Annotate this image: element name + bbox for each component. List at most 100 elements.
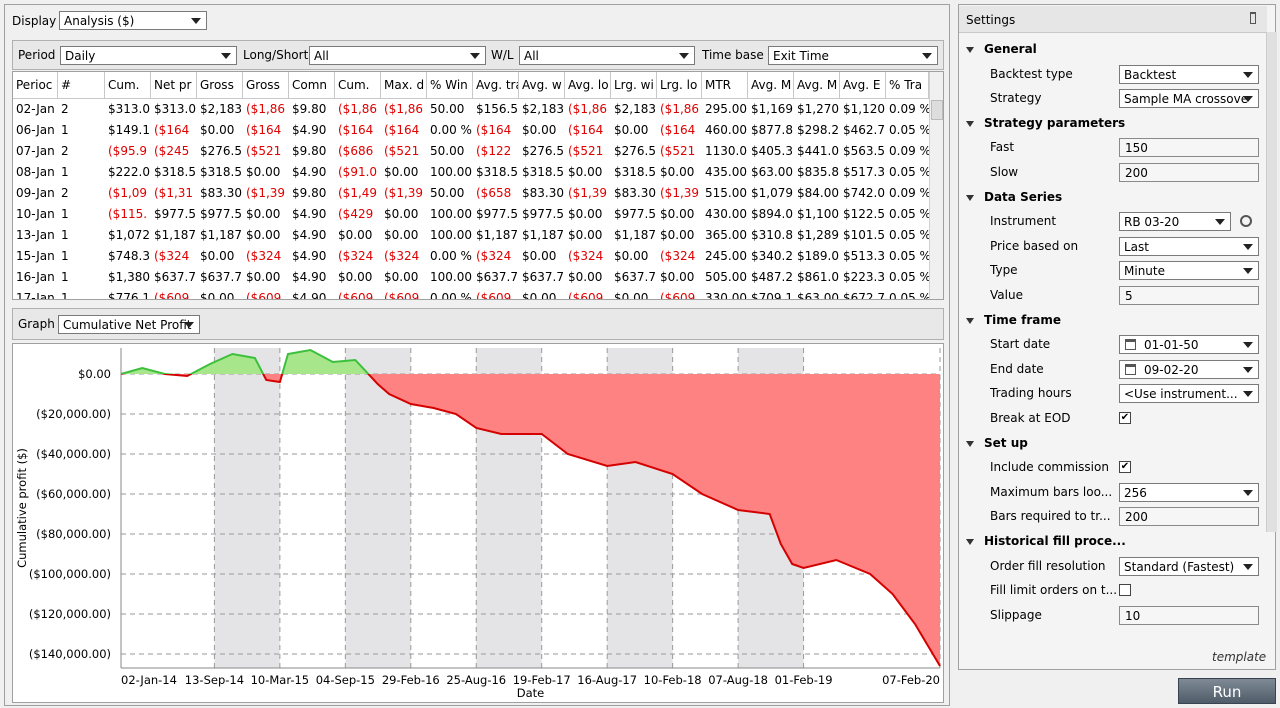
dropdown[interactable]: Daily: [60, 46, 237, 65]
column-header[interactable]: Net pr: [151, 72, 197, 98]
table-cell: $318.5: [154, 165, 196, 179]
text-input[interactable]: 5: [1119, 286, 1259, 305]
column-header[interactable]: Avg. E: [840, 72, 886, 98]
table-cell: $977.5: [200, 207, 242, 221]
dropdown[interactable]: Last: [1119, 236, 1259, 256]
checkbox[interactable]: ✔: [1119, 412, 1131, 424]
dropdown[interactable]: All: [519, 46, 695, 65]
table-cell: $63.00: [751, 165, 793, 179]
table-cell: $83.30: [614, 186, 656, 200]
table-cell: ($1,49: [338, 186, 378, 200]
table-cell: 460.00: [705, 123, 747, 137]
dropdown[interactable]: All: [309, 46, 486, 65]
setting-label: Include commission: [990, 460, 1109, 475]
table-cell: $84.00: [797, 186, 839, 200]
table-cell: $0.00: [246, 207, 281, 221]
column-header[interactable]: Cum.: [105, 72, 151, 98]
column-header[interactable]: Cum.: [335, 72, 381, 98]
column-header[interactable]: Lrg. wi: [611, 72, 657, 98]
x-tick-label: 02-Jan-14: [121, 673, 177, 687]
column-header[interactable]: Lrg. lo: [657, 72, 702, 98]
dropdown[interactable]: Analysis ($): [59, 11, 207, 30]
checkbox[interactable]: [1119, 584, 1131, 597]
column-header[interactable]: Gross: [197, 72, 243, 98]
table-cell: $405.3: [751, 144, 793, 158]
table-cell: $4.90: [292, 165, 327, 179]
column-header[interactable]: #: [58, 72, 105, 98]
column-header[interactable]: Max. d: [381, 72, 427, 98]
column-header[interactable]: % Win: [427, 72, 473, 98]
table-cell: 09-Jan: [16, 186, 55, 200]
dropdown[interactable]: Cumulative Net Profit: [58, 315, 200, 334]
x-tick-label: 13-Sep-14: [185, 673, 244, 687]
dropdown[interactable]: <Use instrument...: [1119, 384, 1259, 404]
column-header[interactable]: % Tra: [886, 72, 929, 98]
run-button[interactable]: Run: [1178, 678, 1276, 704]
table-cell: $0.00: [522, 249, 557, 263]
table-cell: $0.00: [660, 228, 695, 242]
column-header[interactable]: Avg. M: [794, 72, 840, 98]
table-cell: ($164: [384, 123, 420, 137]
table-cell: $1,289: [797, 228, 839, 242]
search-icon[interactable]: [1240, 215, 1252, 228]
collapse-arrow[interactable]: [966, 440, 974, 447]
table-cell: $1,187: [522, 228, 564, 242]
table-cell: 17-Jan: [16, 291, 55, 300]
table-cell: $0.00: [614, 123, 649, 137]
collapse-arrow[interactable]: [966, 47, 974, 53]
table-cell: $298.2: [797, 123, 839, 137]
table-cell: $0.00: [568, 165, 603, 179]
column-header[interactable]: MTR: [702, 72, 748, 98]
table-cell: 1: [61, 291, 69, 300]
x-axis-title: Date: [517, 686, 545, 700]
table-cell: $101.5: [843, 228, 885, 242]
table-cell: $0.00: [384, 207, 419, 221]
table-row: 09-Jan 2 ($1,09 ($1,31 $83.30 ($1,39 $9.80 ($1,…: [13, 183, 943, 204]
table-cell: ($115.: [108, 207, 148, 221]
column-header[interactable]: Avg. lo: [565, 72, 611, 98]
setting-label: Slippage: [990, 607, 1042, 622]
column-header[interactable]: Avg. M: [748, 72, 794, 98]
text-input[interactable]: 10: [1119, 605, 1259, 625]
column-header[interactable]: Gross: [243, 72, 289, 98]
y-tick-label: ($40,000.00): [36, 447, 111, 461]
dropdown[interactable]: Minute: [1119, 261, 1259, 281]
dropdown[interactable]: RB 03-20: [1119, 212, 1231, 232]
dropdown[interactable]: Sample MA crossove: [1119, 89, 1259, 109]
dropdown[interactable]: Standard (Fastest): [1119, 556, 1259, 576]
scroll-thumb[interactable]: [931, 100, 943, 120]
column-header[interactable]: Comn: [289, 72, 335, 98]
column-header[interactable]: Avg. w: [519, 72, 565, 98]
dropdown[interactable]: 256: [1119, 482, 1259, 502]
dropdown[interactable]: 01-01-50: [1119, 335, 1259, 355]
table-cell: 50.00: [430, 186, 465, 200]
table-cell: $340.2: [751, 249, 793, 263]
dropdown[interactable]: 09-02-20: [1119, 359, 1259, 379]
column-header[interactable]: Perioc: [13, 72, 58, 98]
table-cell: $877.8: [751, 123, 793, 137]
table-cell: $1,270: [797, 102, 839, 116]
column-header[interactable]: Avg. tra: [473, 72, 519, 98]
table-cell: ($1,39: [384, 186, 424, 200]
table-cell: ($521: [660, 144, 696, 158]
table-cell: $0.00: [614, 291, 649, 300]
text-input[interactable]: 200: [1119, 507, 1259, 527]
collapse-arrow[interactable]: [966, 120, 974, 127]
collapse-arrow[interactable]: [966, 317, 974, 324]
table-cell: ($324: [154, 249, 190, 263]
dropdown[interactable]: Exit Time: [768, 46, 938, 65]
collapse-arrow[interactable]: [966, 194, 974, 201]
table-cell: $9.80: [292, 186, 327, 200]
setting-label: Fill limit orders on t...: [990, 583, 1118, 598]
area-fill: [121, 350, 940, 666]
table-cell: ($164: [246, 123, 282, 137]
text-input[interactable]: 200: [1119, 163, 1259, 182]
text-input[interactable]: 150: [1119, 138, 1259, 158]
dropdown[interactable]: Backtest: [1119, 64, 1259, 84]
table-cell: $9.80: [292, 144, 327, 158]
table-row: 17-Jan 1 $776.1 ($609 $0.00 ($609 $4.90 ($609 ($…: [13, 288, 943, 300]
collapse-arrow[interactable]: [966, 539, 974, 545]
checkbox[interactable]: ✔: [1119, 461, 1131, 474]
table-cell: $0.00: [660, 165, 695, 179]
pin-icon[interactable]: [1250, 12, 1256, 24]
